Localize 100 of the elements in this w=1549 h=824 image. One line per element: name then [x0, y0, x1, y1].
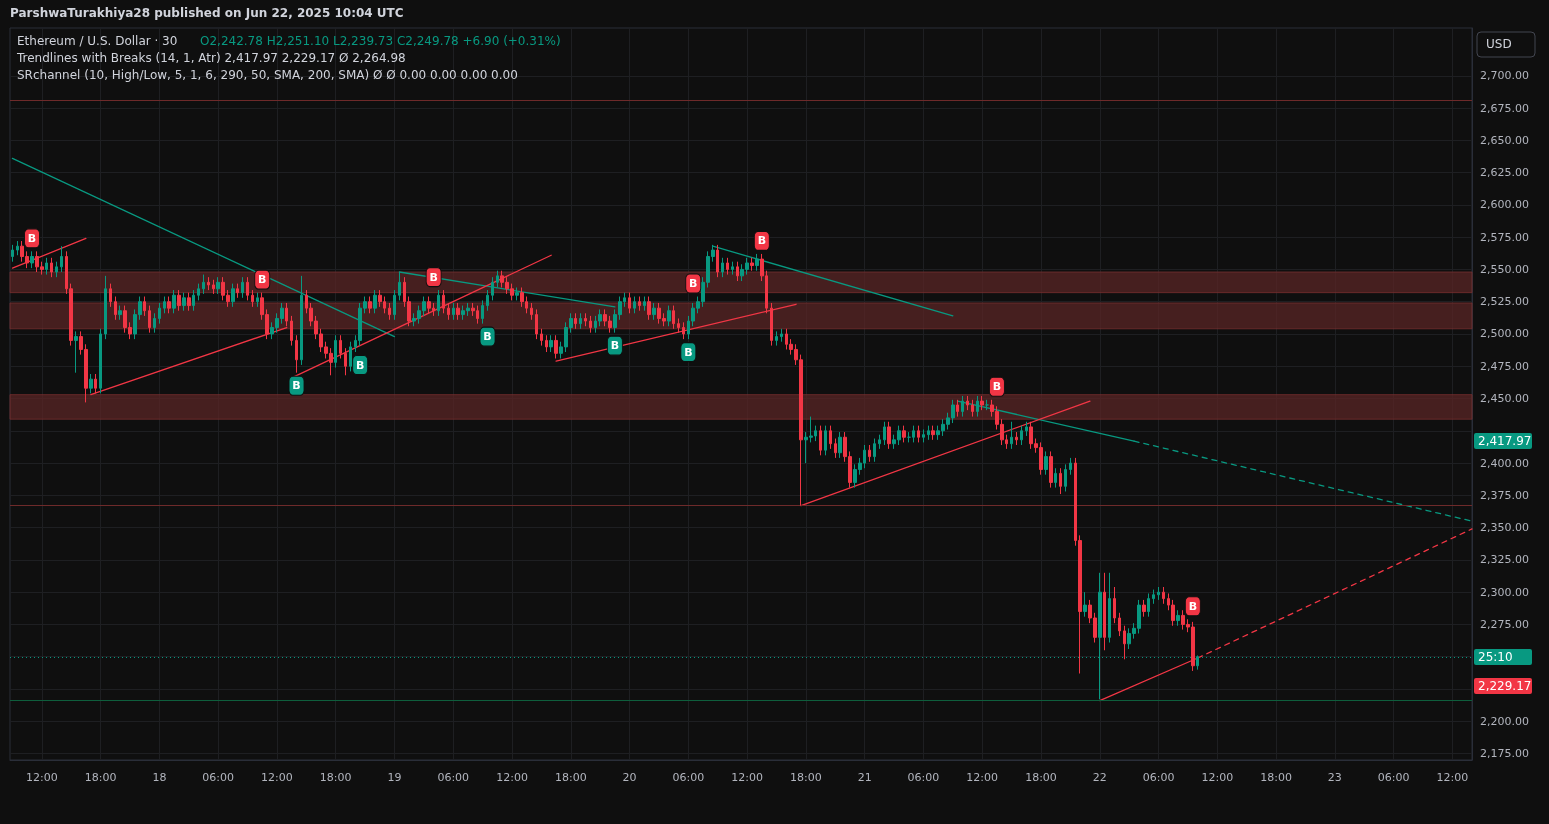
- candlestick: [530, 302, 533, 321]
- candlestick: [163, 296, 166, 314]
- candlestick: [677, 317, 680, 334]
- candlestick: [1015, 431, 1018, 446]
- candlestick: [251, 289, 254, 308]
- x-tick-label: 18:00: [790, 771, 822, 784]
- candlestick: [549, 334, 553, 353]
- candlestick: [887, 421, 891, 450]
- candlestick: [912, 425, 915, 443]
- x-tick-label: 06:00: [672, 771, 705, 784]
- candlestick: [481, 299, 484, 325]
- candlestick: [216, 276, 220, 295]
- candlestick: [1020, 425, 1023, 446]
- text: USD: [1486, 37, 1512, 51]
- candlestick: [74, 330, 78, 374]
- x-tick-label: 22: [1092, 771, 1107, 784]
- candlestick: [878, 434, 881, 450]
- y-tick-label: 2,275.00: [1480, 617, 1529, 631]
- candlestick: [971, 399, 974, 418]
- y-tick-label: 2,400.00: [1480, 456, 1529, 470]
- candlestick: [579, 312, 582, 330]
- candlestick: [515, 286, 519, 301]
- annotation: B: [27, 231, 37, 245]
- x-tick-label: 06:00: [907, 771, 940, 784]
- candlestick: [647, 296, 651, 321]
- candlestick: [1049, 450, 1053, 489]
- candlestick: [491, 276, 494, 301]
- candlestick: [30, 250, 34, 269]
- y-tick-label: 2,200.00: [1480, 714, 1529, 728]
- annotation: B: [610, 339, 620, 353]
- candlestick: [197, 283, 200, 301]
- candlestick: [1113, 586, 1116, 624]
- candlestick: [442, 289, 445, 314]
- candlestick: [177, 289, 181, 312]
- candlestick: [148, 305, 151, 334]
- y-tick-label: 2,700.00: [1480, 69, 1529, 83]
- candlestick: [755, 253, 759, 272]
- candlestick: [11, 244, 14, 263]
- candlestick: [256, 292, 259, 308]
- candlestick: [427, 296, 431, 314]
- candlestick: [388, 302, 391, 321]
- y-tick-label: 2,600.00: [1480, 198, 1529, 212]
- candlestick: [1176, 609, 1180, 627]
- x-tick-label: 12:00: [25, 771, 58, 784]
- candlestick: [447, 302, 450, 321]
- candlestick: [574, 312, 577, 330]
- candlestick: [873, 438, 876, 463]
- x-tick-label: 12:00: [731, 771, 763, 784]
- candlestick: [716, 244, 719, 278]
- candlestick: [236, 283, 239, 299]
- candlestick: [118, 305, 122, 321]
- y-tick-label: 2,525.00: [1480, 295, 1529, 309]
- text: Ethereum / U.S. Dollar · 30: [17, 34, 178, 48]
- text: 2,229.17: [1478, 679, 1532, 693]
- candlestick: [207, 276, 210, 291]
- annotation: SRchannel (10, High/Low, 5, 1, 6, 290, 50, SMA, 200, SMA) Ø Ø 0.00 0.00 0.00 0.00: [17, 68, 518, 82]
- text: 25:10: [1478, 650, 1513, 664]
- candlestick: [731, 261, 734, 276]
- candlestick: [246, 276, 249, 301]
- annotation: B: [992, 380, 1002, 394]
- candlestick: [829, 425, 832, 450]
- candlestick: [540, 328, 543, 347]
- candlestick: [775, 330, 778, 347]
- x-tick-label: 12:00: [261, 771, 293, 784]
- candlestick: [750, 257, 754, 272]
- x-tick-label: 18:00: [554, 771, 587, 784]
- candlestick: [393, 289, 396, 321]
- x-tick-label: 18:00: [84, 771, 117, 784]
- candlestick: [1157, 586, 1160, 601]
- candlestick: [628, 292, 631, 314]
- candlestick: [456, 302, 460, 321]
- text: O2,242.78 H2,251.10 L2,239.73 C2,249.78 +6.90 (+0.31%): [200, 34, 561, 48]
- y-tick-label: 2,500.00: [1480, 327, 1529, 341]
- candlestick: [589, 315, 592, 334]
- candlestick: [1152, 589, 1155, 605]
- candlestick: [1103, 572, 1106, 651]
- x-tick-label: 06:00: [202, 771, 235, 784]
- candlestick: [89, 373, 93, 394]
- candlestick: [834, 438, 837, 459]
- candlestick: [192, 289, 195, 312]
- y-tick-label: 2,175.00: [1480, 747, 1529, 761]
- candlestick: [452, 302, 455, 321]
- candlestick: [1123, 625, 1126, 660]
- candlestick: [368, 296, 372, 314]
- annotation: B: [1188, 599, 1198, 613]
- x-tick-label: 06:00: [437, 771, 470, 784]
- x-tick-label: 21: [857, 771, 872, 784]
- candlestick: [824, 425, 827, 456]
- candlestick: [50, 257, 53, 278]
- candlestick: [1010, 421, 1013, 450]
- y-tick-label: 2,575.00: [1480, 230, 1529, 244]
- candlestick: [187, 292, 191, 312]
- annotation: B: [757, 234, 767, 248]
- candlestick: [638, 296, 641, 312]
- y-tick-label: 2,625.00: [1480, 166, 1529, 180]
- candlestick: [16, 240, 19, 256]
- candlestick: [212, 279, 215, 295]
- candlestick: [241, 276, 244, 299]
- candlestick: [158, 302, 161, 325]
- x-tick-label: 19: [387, 771, 402, 784]
